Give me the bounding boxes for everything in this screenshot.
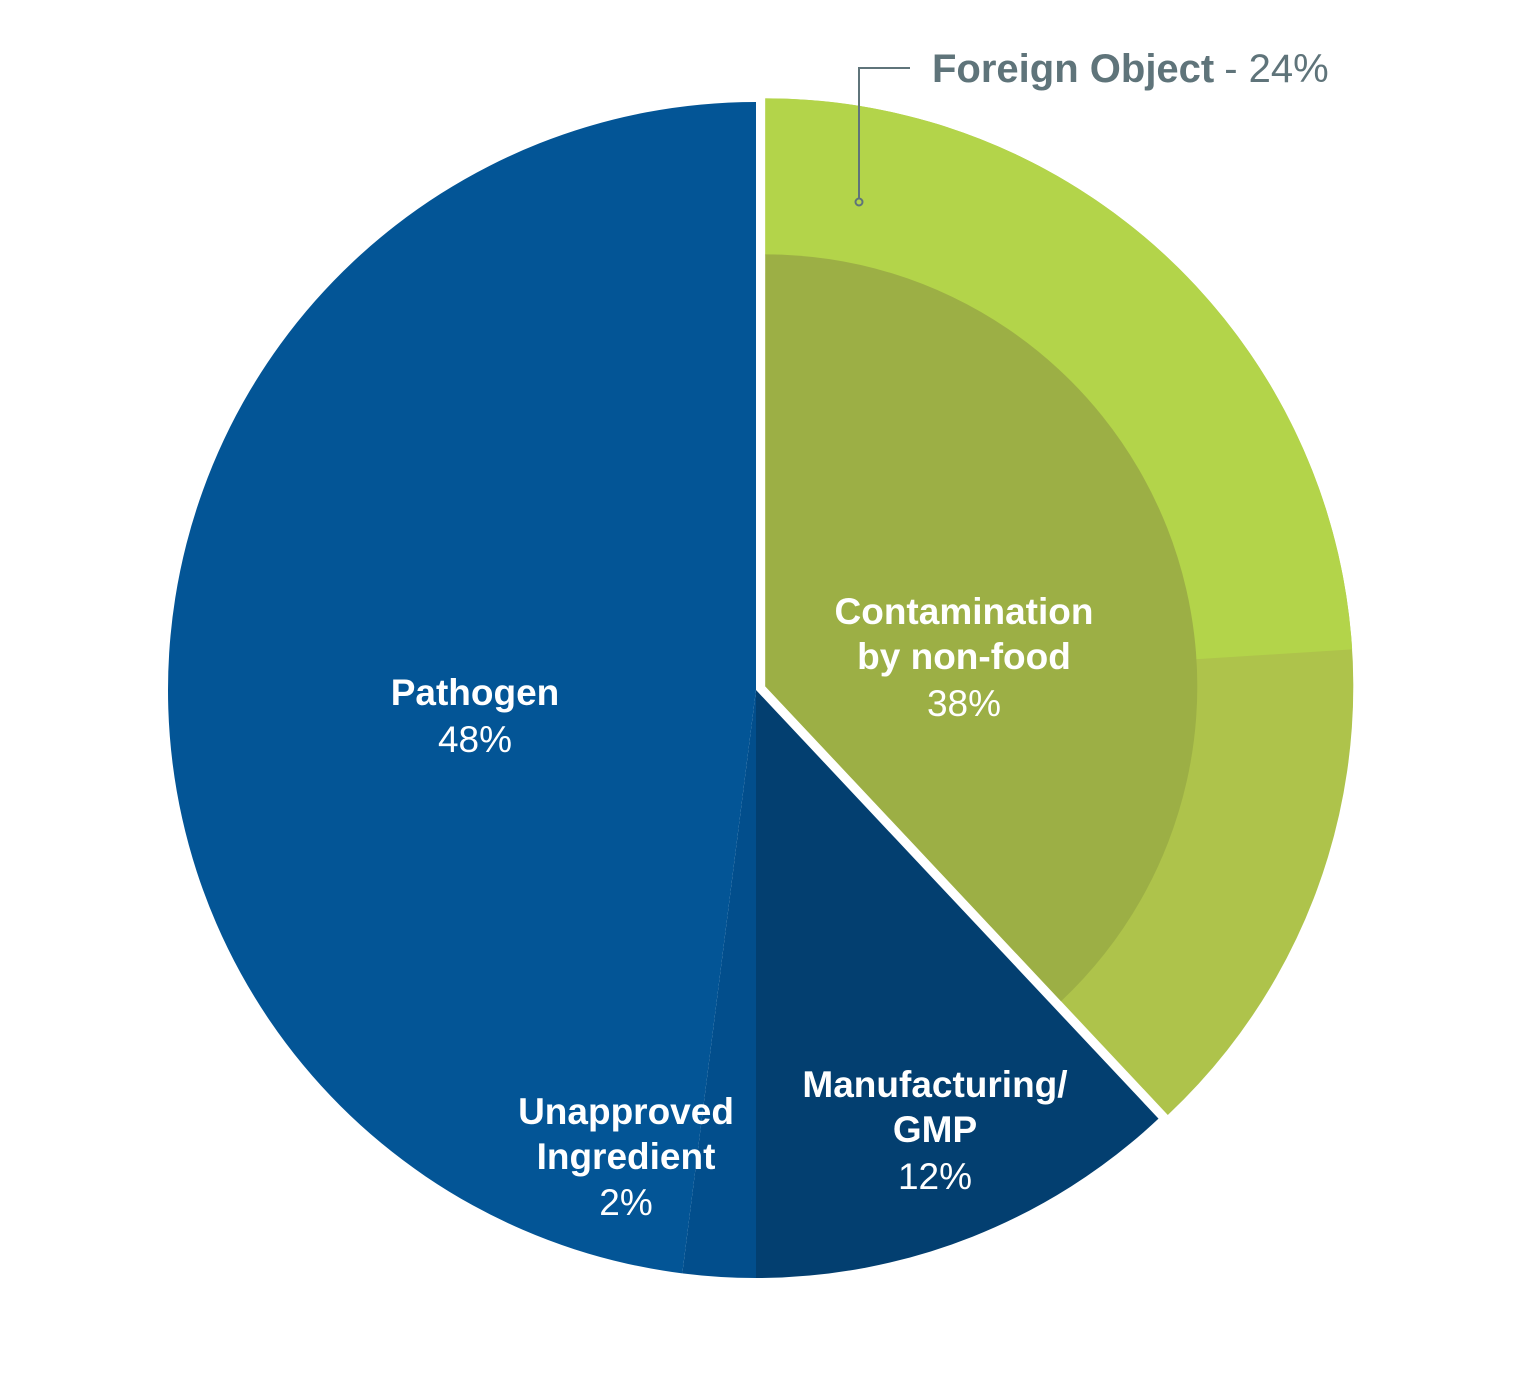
pie-subslice-foreign-object [765, 98, 1353, 660]
slice-label-unapproved: Unapproved Ingredient 2% [518, 1091, 734, 1223]
callout-value: - 24% [1224, 47, 1329, 91]
callout-dot [854, 197, 864, 207]
pie-slice-contamination [765, 254, 1198, 1002]
svg-text:Manufacturing/: Manufacturing/ [802, 1064, 1067, 1105]
pie-slice-pathogen [167, 101, 756, 1274]
slice-label-pathogen: Pathogen 48% [391, 672, 560, 760]
svg-text:38%: 38% [927, 683, 1001, 724]
callout-label: Foreign Object [932, 47, 1214, 91]
svg-text:Unapproved: Unapproved [518, 1091, 734, 1132]
svg-text:GMP: GMP [893, 1109, 977, 1150]
svg-text:48%: 48% [438, 719, 512, 760]
svg-text:Contamination: Contamination [835, 591, 1094, 632]
svg-text:2%: 2% [599, 1182, 652, 1223]
svg-text:Ingredient: Ingredient [537, 1136, 716, 1177]
svg-text:12%: 12% [898, 1156, 972, 1197]
slice-label-manufacturing: Manufacturing/ GMP 12% [802, 1064, 1067, 1197]
svg-text:Pathogen: Pathogen [391, 672, 560, 713]
svg-text:Foreign Object- 24%: Foreign Object - 24% [932, 47, 1329, 91]
callout-leader-line [858, 67, 910, 198]
svg-text:by non-food: by non-food [857, 636, 1071, 677]
slice-label-contamination: Contamination by non-food 38% [835, 591, 1094, 724]
callout-foreign-object: Foreign Object - 24% [854, 47, 1329, 207]
pie-slice-unapproved [682, 690, 756, 1278]
pie-slice-manufacturing [756, 690, 1159, 1278]
